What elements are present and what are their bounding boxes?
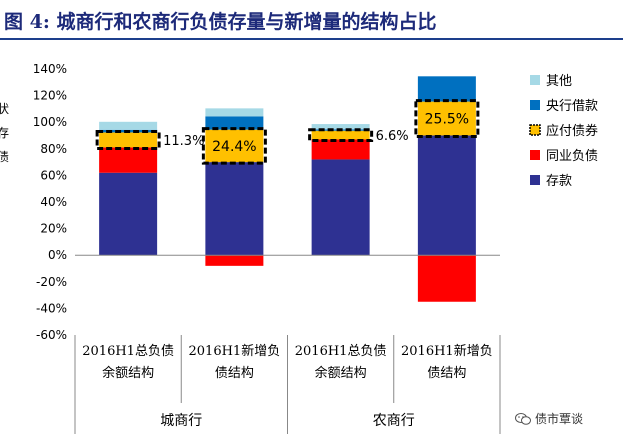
title-bar: 图 4: 城商行和农商行负债存量与新增量的结构占比 xyxy=(0,0,623,40)
legend-label: 应付债券 xyxy=(546,123,598,139)
legend-swatch xyxy=(530,175,540,185)
y-tick-label: 60% xyxy=(40,168,67,182)
legend-label: 同业负债 xyxy=(546,149,598,164)
category-label: 余额结构 xyxy=(102,365,154,381)
legend-label: 存款 xyxy=(546,174,572,189)
bar-segment-central-bank xyxy=(417,76,476,102)
bar-segment-interbank xyxy=(205,255,264,266)
y-axis-label-fragment: 状 xyxy=(0,102,9,116)
y-tick-label: 0% xyxy=(48,248,67,262)
group-label: 城商行 xyxy=(160,413,202,429)
bar-segment-bonds xyxy=(205,129,264,163)
y-tick-label: 20% xyxy=(40,222,67,236)
legend-swatch xyxy=(530,100,540,110)
y-tick-label: -40% xyxy=(36,301,67,315)
y-tick-label: -20% xyxy=(36,275,67,289)
bonds-highlight-box xyxy=(308,128,374,142)
category-label: 2016H1总负债 xyxy=(295,344,387,359)
bar-segment-other xyxy=(205,108,264,117)
y-tick-label: 40% xyxy=(40,195,67,209)
legend-swatch xyxy=(530,75,540,85)
y-tick-label: -60% xyxy=(36,328,67,342)
group-label: 农商行 xyxy=(373,413,415,429)
legend-label: 央行借款 xyxy=(546,99,598,114)
bar-segment-other xyxy=(99,121,158,130)
bonds-highlight-box xyxy=(95,129,161,150)
y-axis-label-fragment: 存 xyxy=(0,126,9,140)
category-label: 债结构 xyxy=(215,366,254,381)
bar-chart: 140% 120% 100% 80% 60% 40% 20% 0% -20% -40% -60% 状… xyxy=(0,62,598,434)
y-tick-label: 100% xyxy=(33,115,67,129)
y-tick-label: 140% xyxy=(33,62,67,76)
data-label: 11.3% xyxy=(163,134,204,149)
bonds-highlight-box xyxy=(201,127,267,165)
data-label: 25.5% xyxy=(425,112,469,128)
category-label: 债结构 xyxy=(427,366,466,381)
bar-segment-deposit xyxy=(311,159,370,256)
category-label: 2016H1新增负 xyxy=(401,343,493,359)
bar-segment-interbank xyxy=(417,255,476,302)
bar-segment-deposit xyxy=(99,172,158,256)
bar-segment-bonds xyxy=(417,101,476,136)
y-axis-label-fragment: 债 xyxy=(0,150,9,164)
bar-segment-deposit xyxy=(417,135,476,256)
y-tick-label: 80% xyxy=(40,142,67,156)
bar-segment-other xyxy=(311,124,370,130)
legend-swatch xyxy=(530,150,540,160)
y-tick-label: 120% xyxy=(33,89,67,103)
bonds-highlight-box xyxy=(414,99,480,138)
category-label: 2016H1新增负 xyxy=(189,343,281,359)
bar-segment-interbank xyxy=(99,147,158,173)
bar-segment-bonds xyxy=(99,132,158,148)
bar-segment-central-bank xyxy=(205,116,264,130)
data-label: 6.6% xyxy=(376,129,409,144)
bar-segment-bonds xyxy=(311,130,370,140)
bar-segment-deposit xyxy=(205,162,264,256)
category-label: 2016H1总负债 xyxy=(82,344,174,359)
watermark-text: 债市覃谈 xyxy=(535,412,584,426)
wechat-icon xyxy=(515,412,531,425)
legend-swatch xyxy=(529,124,541,136)
bar-segment-interbank xyxy=(311,139,370,160)
category-label: 余额结构 xyxy=(315,365,367,381)
watermark: 债市覃谈 xyxy=(515,410,583,427)
data-label: 24.4% xyxy=(212,139,256,155)
page-title: 图 4: 城商行和农商行负债存量与新增量的结构占比 xyxy=(4,11,437,33)
legend-label: 其他 xyxy=(546,74,572,89)
